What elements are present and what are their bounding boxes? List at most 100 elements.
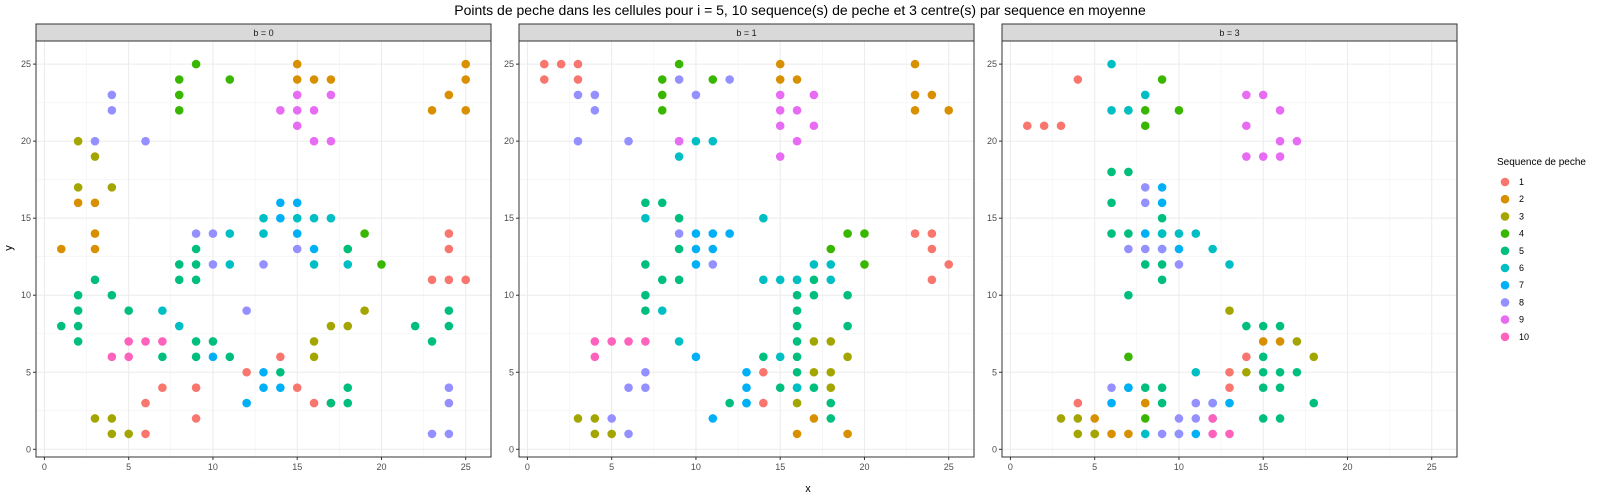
point-seq-3: [107, 429, 117, 439]
point-seq-5: [427, 337, 437, 346]
point-seq-7: [691, 352, 701, 362]
point-seq-2: [292, 75, 302, 84]
point-seq-4: [657, 75, 667, 84]
point-seq-5: [1157, 398, 1167, 408]
point-seq-3: [843, 352, 852, 362]
point-seq-2: [1090, 414, 1099, 423]
point-seq-5: [725, 398, 734, 408]
y-tick-label: 5: [26, 367, 31, 377]
point-seq-6: [691, 136, 701, 146]
point-seq-5: [191, 275, 201, 285]
point-seq-5: [641, 290, 650, 300]
point-seq-5: [792, 306, 802, 315]
point-seq-9: [326, 90, 336, 100]
legend-key-2: [1500, 194, 1510, 204]
point-seq-2: [1107, 429, 1116, 439]
point-seq-5: [410, 321, 420, 331]
point-seq-8: [1174, 260, 1184, 269]
point-seq-3: [590, 429, 600, 439]
panel-border: [518, 40, 975, 458]
point-seq-6: [1107, 59, 1116, 69]
point-seq-5: [276, 367, 285, 377]
point-seq-4: [225, 75, 235, 84]
point-seq-4: [191, 59, 201, 69]
point-seq-2: [910, 106, 920, 115]
point-seq-2: [326, 75, 336, 84]
legend-key-3: [1500, 212, 1510, 221]
point-seq-8: [674, 229, 684, 238]
point-seq-5: [657, 198, 667, 208]
point-seq-5: [191, 352, 201, 362]
y-axis-title: y: [3, 245, 15, 251]
point-seq-6: [343, 260, 353, 269]
point-seq-3: [607, 429, 616, 439]
point-seq-3: [809, 337, 819, 346]
point-seq-3: [343, 321, 353, 331]
point-seq-4: [1124, 352, 1133, 362]
x-tick-label: 20: [376, 462, 386, 472]
point-seq-5: [674, 244, 684, 254]
x-tick-label: 25: [461, 462, 471, 472]
point-seq-4: [1140, 106, 1150, 115]
point-seq-8: [444, 398, 454, 408]
point-seq-5: [1140, 383, 1150, 392]
point-seq-5: [1258, 367, 1268, 377]
point-seq-8: [674, 75, 684, 84]
point-seq-2: [73, 198, 83, 208]
point-seq-8: [725, 75, 734, 84]
point-seq-6: [225, 260, 235, 269]
panel-b1: b = 1 0 5 10 15 20 25 0 5 10 15 20 25: [504, 23, 975, 472]
point-seq-9: [1275, 152, 1285, 161]
y-tick-label: 20: [987, 136, 997, 146]
point-seq-6: [641, 213, 650, 223]
point-seq-3: [573, 414, 583, 423]
point-seq-1: [141, 398, 150, 408]
point-seq-2: [309, 75, 319, 84]
point-seq-8: [141, 136, 150, 146]
point-seq-5: [809, 290, 819, 300]
point-seq-5: [107, 290, 117, 300]
point-seq-4: [826, 244, 836, 254]
point-seq-3: [124, 429, 133, 439]
facet-strip-label: b = 1: [736, 28, 756, 38]
point-seq-3: [107, 183, 117, 192]
point-seq-9: [792, 106, 802, 115]
point-seq-3: [1225, 306, 1234, 315]
point-seq-7: [742, 398, 751, 408]
facet-strip-label: b = 0: [253, 28, 273, 38]
point-seq-8: [191, 229, 201, 238]
point-seq-4: [657, 106, 667, 115]
point-seq-2: [444, 90, 454, 100]
point-seq-8: [107, 106, 117, 115]
point-seq-4: [1140, 121, 1150, 131]
point-seq-1: [539, 75, 549, 84]
point-seq-2: [90, 198, 100, 208]
point-seq-8: [691, 90, 701, 100]
point-seq-2: [427, 106, 437, 115]
point-seq-10: [1208, 414, 1217, 423]
y-tick-label: 25: [504, 59, 514, 69]
point-seq-2: [775, 75, 785, 84]
point-seq-1: [444, 275, 454, 285]
legend-label-2: 2: [1519, 194, 1524, 204]
point-seq-8: [107, 90, 117, 100]
x-tick-label: 10: [208, 462, 218, 472]
point-seq-5: [843, 321, 852, 331]
legend-label-5: 5: [1519, 246, 1524, 256]
point-seq-7: [276, 383, 285, 392]
y-tick-label: 0: [26, 444, 31, 454]
point-seq-3: [826, 383, 836, 392]
point-seq-1: [461, 275, 471, 285]
point-seq-1: [573, 75, 583, 84]
point-seq-5: [444, 321, 454, 331]
point-seq-5: [1275, 383, 1285, 392]
point-seq-8: [641, 383, 650, 392]
point-seq-9: [1242, 152, 1251, 161]
point-seq-3: [107, 414, 117, 423]
point-seq-1: [158, 383, 167, 392]
y-tick-label: 25: [21, 59, 31, 69]
point-seq-10: [590, 352, 600, 362]
point-seq-4: [377, 260, 386, 269]
point-seq-2: [1124, 429, 1133, 439]
point-seq-6: [1191, 229, 1201, 238]
